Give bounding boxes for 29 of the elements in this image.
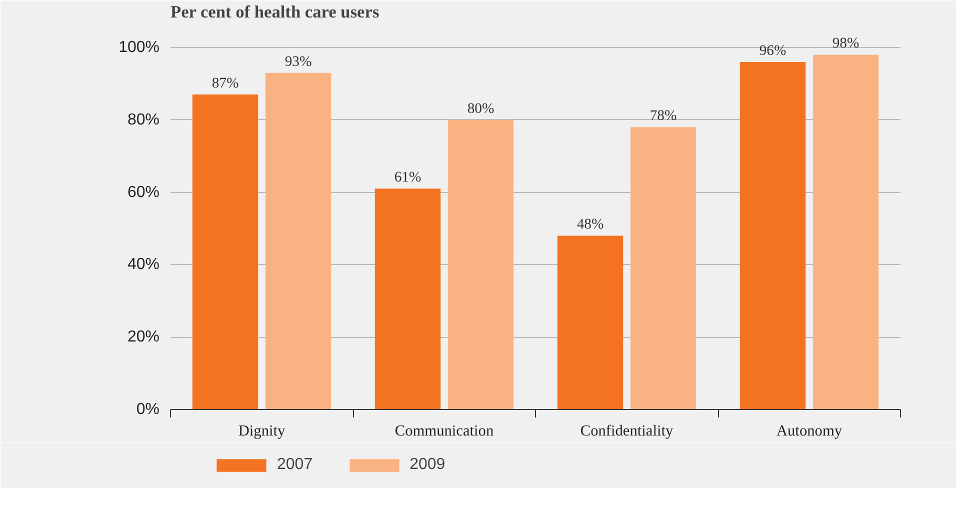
data-label: 80% xyxy=(467,100,494,117)
data-label: 98% xyxy=(832,36,860,52)
bar xyxy=(630,127,696,410)
y-tick-label: 100% xyxy=(118,39,160,56)
data-label: 96% xyxy=(759,42,786,59)
data-label: 78% xyxy=(650,108,677,124)
data-label: 61% xyxy=(394,170,422,186)
y-tick-label: 40% xyxy=(127,256,160,274)
bar xyxy=(192,94,258,410)
bar xyxy=(740,62,806,410)
data-label: 93% xyxy=(284,54,312,70)
x-tick-label: Dignity xyxy=(238,422,286,440)
y-tick-label: 80% xyxy=(127,111,160,128)
y-tick-label: 0% xyxy=(136,401,160,418)
bar xyxy=(265,72,332,410)
legend-label: 2007 xyxy=(277,456,313,474)
chart-title: Per cent of health care users xyxy=(170,2,380,22)
x-tick-label: Confidentiality xyxy=(580,422,674,440)
x-tick-label: Autonomy xyxy=(776,422,842,440)
data-label: 48% xyxy=(576,216,604,233)
bar xyxy=(374,188,441,410)
y-tick-label: 20% xyxy=(127,328,160,346)
legend-label: 2009 xyxy=(410,456,446,474)
data-label: 87% xyxy=(212,76,239,92)
bar xyxy=(557,236,624,410)
y-tick-label: 60% xyxy=(127,184,160,201)
x-tick-label: Communication xyxy=(394,422,494,440)
bar xyxy=(812,54,879,410)
bar xyxy=(448,120,514,410)
